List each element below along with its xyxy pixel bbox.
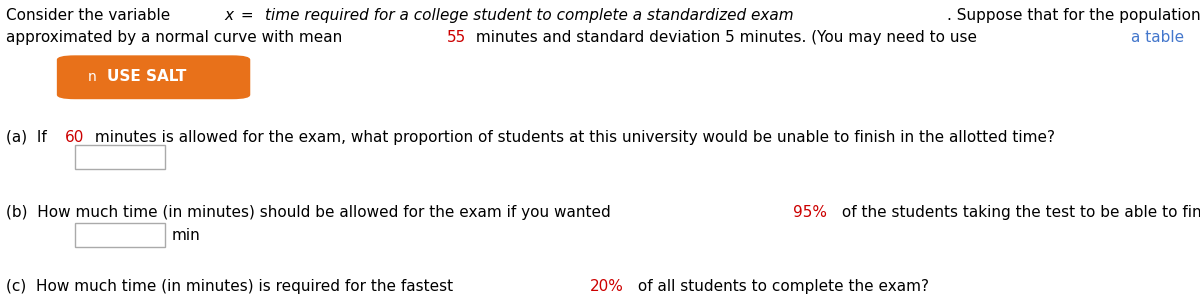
FancyBboxPatch shape [74,223,166,247]
Text: min: min [172,228,200,243]
Text: =: = [236,8,259,23]
Text: 60: 60 [65,130,85,145]
Text: minutes and standard deviation 5 minutes. (You may need to use: minutes and standard deviation 5 minutes… [472,30,983,45]
Text: Consider the variable: Consider the variable [6,8,175,23]
Text: (c)  How much time (in minutes) is required for the fastest: (c) How much time (in minutes) is requir… [6,279,458,294]
Text: 20%: 20% [589,279,624,294]
Text: (b)  How much time (in minutes) should be allowed for the exam if you wanted: (b) How much time (in minutes) should be… [6,205,616,220]
Text: approximated by a normal curve with mean: approximated by a normal curve with mean [6,30,348,45]
Text: of all students to complete the exam?: of all students to complete the exam? [634,279,929,294]
Text: 95%: 95% [793,205,827,220]
FancyBboxPatch shape [56,55,251,99]
FancyBboxPatch shape [74,146,166,169]
Text: (a)  If: (a) If [6,130,52,145]
Text: 55: 55 [446,30,466,45]
Text: minutes is allowed for the exam, what proportion of students at this university : minutes is allowed for the exam, what pr… [90,130,1055,145]
Text: n: n [88,70,96,83]
Text: x: x [224,8,234,23]
Text: a table: a table [1130,30,1183,45]
Text: . Suppose that for the population of students at a particular university, the di: . Suppose that for the population of stu… [948,8,1200,23]
Text: USE SALT: USE SALT [107,69,186,84]
Text: time required for a college student to complete a standardized exam: time required for a college student to c… [265,8,794,23]
Text: of the students taking the test to be able to finish in the allotted time?: of the students taking the test to be ab… [836,205,1200,220]
